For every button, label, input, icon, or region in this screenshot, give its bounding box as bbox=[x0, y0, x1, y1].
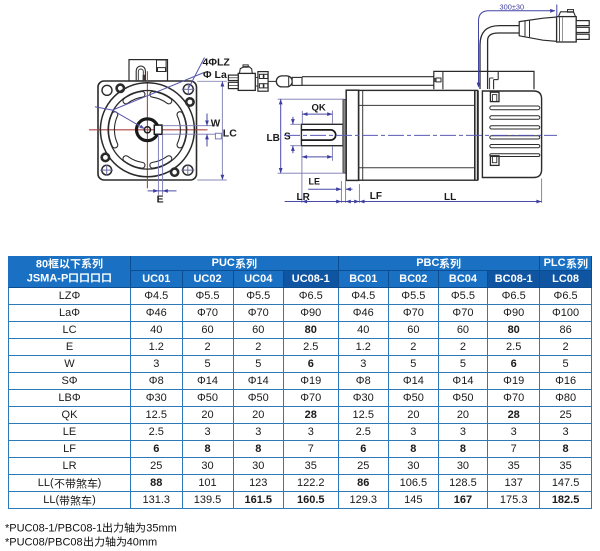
svg-text:4ΦLZ: 4ΦLZ bbox=[203, 57, 231, 69]
svg-text:E: E bbox=[157, 194, 164, 206]
svg-text:S: S bbox=[284, 132, 291, 143]
svg-text:LL: LL bbox=[444, 192, 456, 203]
svg-text:LC: LC bbox=[223, 127, 237, 139]
svg-text:Φ La: Φ La bbox=[203, 69, 227, 81]
svg-text:LR: LR bbox=[297, 192, 311, 203]
svg-text:W: W bbox=[211, 119, 221, 130]
svg-text:LF: LF bbox=[370, 191, 382, 202]
svg-text:QK: QK bbox=[312, 103, 326, 114]
svg-text:300±30: 300±30 bbox=[500, 3, 525, 12]
svg-text:LB: LB bbox=[267, 133, 280, 144]
svg-text:LE: LE bbox=[309, 177, 321, 187]
